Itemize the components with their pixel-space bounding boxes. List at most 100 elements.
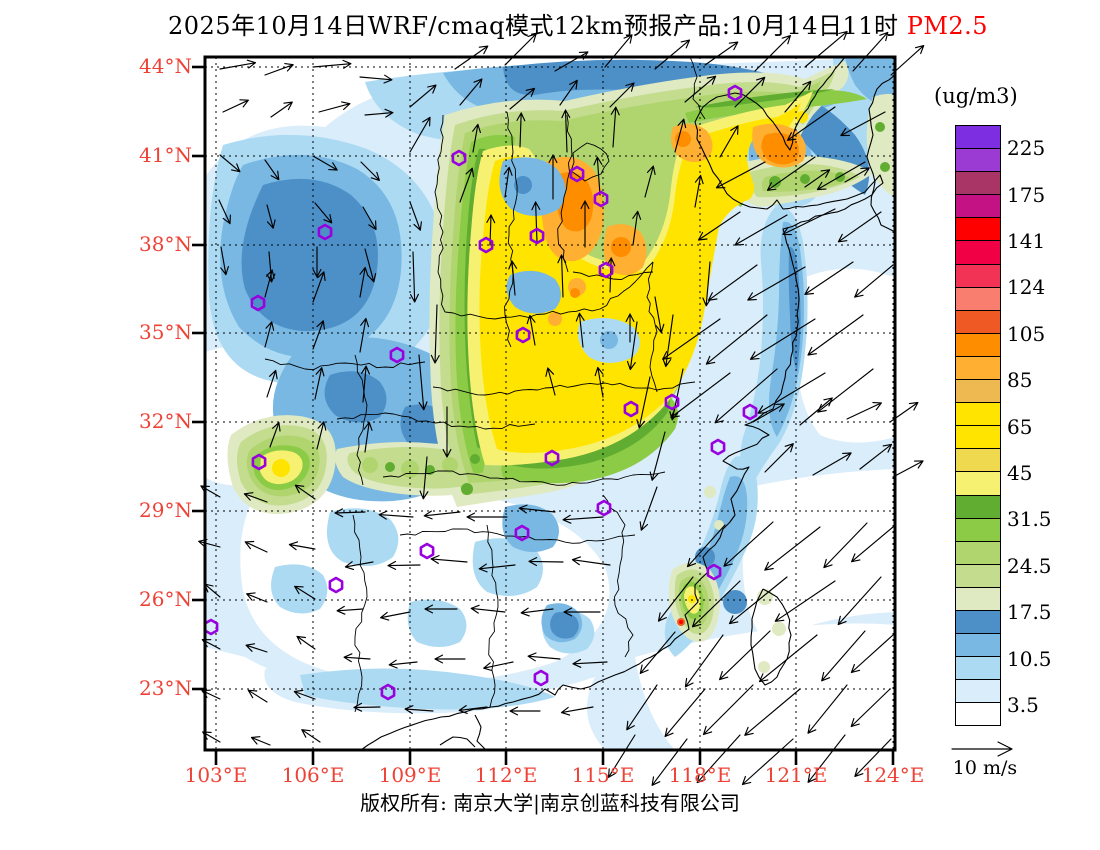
wind-arrow — [516, 112, 526, 148]
wind-arrow — [296, 635, 316, 650]
wind-arrow — [388, 659, 418, 669]
city-marker — [328, 576, 344, 594]
wind-arrow — [557, 254, 567, 298]
colorbar — [955, 125, 1001, 727]
city-marker — [727, 84, 743, 102]
wind-arrow — [220, 246, 229, 276]
colorbar-segment — [956, 195, 1000, 219]
colorbar-segment — [956, 356, 1000, 381]
colorbar-segment — [956, 241, 1000, 265]
wind-arrow — [715, 161, 766, 189]
wind-arrow — [821, 630, 866, 682]
wind-arrow — [531, 201, 541, 243]
wind-arrow — [269, 422, 281, 448]
wind-arrow — [719, 630, 771, 681]
wind-arrow — [684, 634, 724, 688]
wind-arrow — [697, 211, 741, 241]
wind-arrow — [852, 31, 889, 72]
wind-arrow — [266, 369, 278, 398]
wind-arrow — [293, 689, 316, 700]
wind-arrow — [472, 123, 481, 153]
colorbar-tick-label: 65 — [1007, 414, 1033, 439]
city-marker — [317, 223, 333, 241]
latlon-gridlines — [205, 57, 895, 750]
city-markers — [203, 84, 758, 701]
wind-arrow — [527, 652, 561, 662]
wind-arrow — [694, 174, 704, 208]
wind-arrow — [478, 563, 516, 573]
wind-arrow — [764, 443, 794, 473]
wind-arrow — [757, 372, 826, 414]
wind-arrow — [419, 456, 429, 500]
wind-arrow — [696, 734, 741, 784]
wind-arrow — [850, 634, 894, 674]
wind-arrow — [747, 266, 806, 301]
wind-arrow — [380, 611, 411, 621]
wind-arrow — [459, 78, 483, 106]
city-marker — [389, 346, 405, 364]
wind-arrow — [823, 522, 868, 569]
wind-arrow — [294, 484, 316, 500]
colorbar-segment — [956, 380, 1000, 404]
wind-arrow — [359, 266, 369, 298]
wind-arrow — [657, 576, 694, 622]
wind-arrow — [670, 372, 731, 419]
colorbar-segment — [956, 264, 1000, 288]
wind-arrow — [559, 79, 578, 106]
wind-arrow — [707, 264, 758, 301]
city-marker — [250, 294, 266, 312]
wind-arrow — [247, 689, 268, 703]
wind-arrow — [702, 684, 754, 736]
lat-label: 44°N — [139, 54, 192, 78]
wind-arrow — [318, 101, 351, 113]
colorbar-segment — [956, 610, 1000, 635]
copyright: 版权所有: 南京大学|南京创蓝科技有限公司 — [360, 791, 740, 815]
wind-arrow — [219, 59, 257, 70]
wind-arrow — [264, 63, 294, 76]
wind-arrow — [684, 75, 717, 103]
wind-arrow — [807, 734, 846, 783]
city-marker — [451, 149, 467, 167]
wind-arrow — [364, 248, 377, 283]
wind-arrow — [734, 76, 766, 108]
wind-arrow — [301, 729, 321, 743]
wind-arrow — [264, 269, 275, 298]
colorbar-segment — [956, 518, 1000, 542]
wind-arrow — [470, 604, 506, 614]
colorbar-tick-label: 45 — [1007, 461, 1033, 485]
colorbar-tick-label: 175 — [1007, 182, 1046, 207]
lon-label: 124°E — [861, 763, 925, 787]
wind-arrow — [442, 406, 452, 458]
wind-arrow — [312, 246, 322, 278]
city-marker — [598, 261, 614, 279]
wind-arrow — [288, 541, 316, 551]
wind-arrow — [409, 84, 437, 108]
wind-arrow — [266, 251, 276, 283]
page-title: 2025年10月14日WRF/cmaq模式12km预报产品:10月14日11时 … — [168, 6, 988, 41]
wind-arrow — [378, 510, 414, 520]
wind-arrow — [409, 116, 431, 153]
wind-arrow — [409, 201, 422, 231]
city-marker — [664, 393, 680, 411]
wind-arrow — [610, 106, 620, 148]
wind-arrow — [812, 452, 852, 476]
wind-arrow — [764, 526, 821, 571]
colorbar-segment — [956, 657, 1000, 681]
wind-arrow — [804, 261, 854, 295]
wind-arrow — [312, 155, 338, 171]
colorbar-tick-label: 105 — [1007, 321, 1046, 346]
wind-arrow — [723, 521, 774, 567]
wind-reference-arrow — [951, 741, 1013, 757]
wind-arrow — [674, 118, 687, 153]
wind-arrow — [218, 199, 231, 225]
wind-arrow — [560, 706, 594, 716]
wind-arrow — [816, 161, 866, 191]
axis-ticks — [192, 65, 895, 765]
colorbar-segment — [956, 541, 1000, 565]
lon-label: 112°E — [474, 763, 538, 787]
wind-arrow — [572, 658, 608, 668]
wind-arrow — [782, 208, 836, 236]
coastline — [360, 56, 896, 751]
wind-arrow — [734, 214, 788, 246]
province-borders — [264, 56, 706, 713]
